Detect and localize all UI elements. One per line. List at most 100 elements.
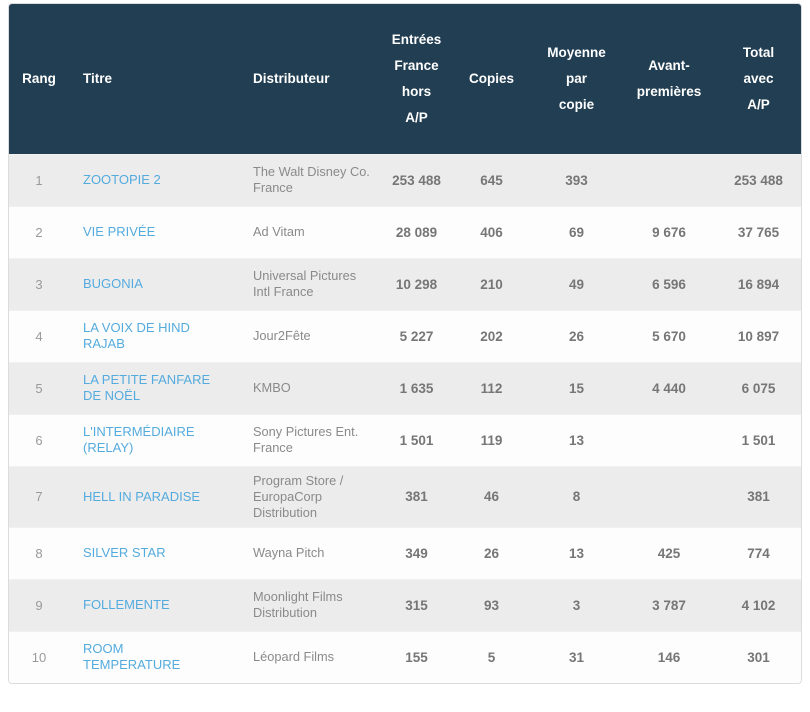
average-cell: 8 <box>529 465 624 527</box>
distributor-cell: Sony Pictures Ent. France <box>244 413 379 466</box>
film-title-link[interactable]: LA PETITE FANFARE DE NOËL <box>83 372 211 403</box>
distributor-cell: Ad Vitam <box>244 205 379 258</box>
film-title-link[interactable]: ROOM TEMPERATURE <box>83 641 181 673</box>
entries-cell: 10 298 <box>379 257 454 310</box>
column-header-entrees-hors-ap: Entrées France hors A/P <box>379 4 454 154</box>
average-cell: 3 <box>529 578 624 631</box>
copies-cell: 5 <box>454 630 529 683</box>
previews-cell: 6 596 <box>624 257 714 310</box>
average-cell: 31 <box>529 630 624 683</box>
total-cell: 4 102 <box>714 578 801 631</box>
entries-cell: 381 <box>379 465 454 527</box>
average-cell: 13 <box>529 413 624 466</box>
previews-cell: 4 440 <box>624 361 714 414</box>
entries-cell: 253 488 <box>379 153 454 206</box>
average-cell: 393 <box>529 153 624 206</box>
total-cell: 1 501 <box>714 413 801 466</box>
entries-cell: 155 <box>379 630 454 683</box>
film-title-link[interactable]: VIE PRIVÉE <box>83 224 156 239</box>
rank-cell: 5 <box>9 361 69 414</box>
distributor-cell: Universal Pictures Intl France <box>244 257 379 310</box>
total-cell: 253 488 <box>714 153 801 206</box>
entries-cell: 349 <box>379 526 454 579</box>
title-cell: HELL IN PARADISE <box>69 465 244 527</box>
title-cell: ZOOTOPIE 2 <box>69 153 244 206</box>
previews-cell: 9 676 <box>624 205 714 258</box>
film-title-link[interactable]: HELL IN PARADISE <box>83 488 201 504</box>
distributor-cell: The Walt Disney Co. France <box>244 153 379 206</box>
entries-cell: 1 501 <box>379 413 454 466</box>
previews-cell <box>624 153 714 206</box>
table-header: Rang Titre Distributeur Entrées France h… <box>9 4 801 154</box>
average-cell: 13 <box>529 526 624 579</box>
distributor-cell: Wayna Pitch <box>244 526 379 579</box>
film-title-link[interactable]: LA VOIX DE HIND RAJAB <box>83 320 190 351</box>
average-cell: 15 <box>529 361 624 414</box>
title-cell: VIE PRIVÉE <box>69 205 244 258</box>
column-header-distributeur: Distributeur <box>244 4 379 154</box>
table-row: 7 HELL IN PARADISE Program Store / EuropaC… <box>9 465 801 527</box>
copies-cell: 406 <box>454 205 529 258</box>
title-cell: LA VOIX DE HIND RAJAB <box>69 309 244 362</box>
film-title-link[interactable]: SILVER STAR <box>83 545 166 560</box>
distributor-cell: Moonlight Films Distribution <box>244 578 379 631</box>
rank-cell: 3 <box>9 257 69 310</box>
header-row: Rang Titre Distributeur Entrées France h… <box>9 4 801 154</box>
previews-cell: 5 670 <box>624 309 714 362</box>
rank-cell: 8 <box>9 526 69 579</box>
box-office-table: Rang Titre Distributeur Entrées France h… <box>9 4 801 683</box>
title-cell: SILVER STAR <box>69 526 244 579</box>
table-row: 1 ZOOTOPIE 2 The Walt Disney Co. France 253… <box>9 153 801 206</box>
column-header-rang: Rang <box>9 4 69 154</box>
copies-cell: 202 <box>454 309 529 362</box>
total-cell: 6 075 <box>714 361 801 414</box>
distributor-cell: Program Store / EuropaCorp Distribution <box>244 465 379 527</box>
average-cell: 49 <box>529 257 624 310</box>
title-cell: FOLLEMENTE <box>69 578 244 631</box>
previews-cell: 146 <box>624 630 714 683</box>
total-cell: 16 894 <box>714 257 801 310</box>
title-cell: LA PETITE FANFARE DE NOËL <box>69 361 244 414</box>
copies-cell: 119 <box>454 413 529 466</box>
copies-cell: 93 <box>454 578 529 631</box>
column-header-titre: Titre <box>69 4 244 154</box>
rank-cell: 7 <box>9 465 69 527</box>
distributor-cell: Léopard Films <box>244 630 379 683</box>
table-row: 5 LA PETITE FANFARE DE NOËL KMBO 1 635 112 15… <box>9 361 801 414</box>
title-cell: ROOM TEMPERATURE <box>69 630 244 683</box>
film-title-link[interactable]: ZOOTOPIE 2 <box>83 172 161 187</box>
table-body: 1 ZOOTOPIE 2 The Walt Disney Co. France 253… <box>9 153 801 683</box>
title-cell: BUGONIA <box>69 257 244 310</box>
copies-cell: 26 <box>454 526 529 579</box>
box-office-table-container: Rang Titre Distributeur Entrées France h… <box>8 3 802 684</box>
rank-cell: 2 <box>9 205 69 258</box>
distributor-cell: KMBO <box>244 361 379 414</box>
film-title-link[interactable]: FOLLEMENTE <box>83 597 170 612</box>
copies-cell: 112 <box>454 361 529 414</box>
table-row: 8 SILVER STAR Wayna Pitch 349 26 13 425 774 <box>9 526 801 579</box>
previews-cell: 425 <box>624 526 714 579</box>
column-header-total-avec-ap: Total avec A/P <box>714 4 801 154</box>
average-cell: 26 <box>529 309 624 362</box>
table-row: 3 BUGONIA Universal Pictures Intl France 10… <box>9 257 801 310</box>
table-row: 4 LA VOIX DE HIND RAJAB Jour2Fête 5 227 202 2… <box>9 309 801 362</box>
entries-cell: 28 089 <box>379 205 454 258</box>
column-header-copies: Copies <box>454 4 529 154</box>
copies-cell: 645 <box>454 153 529 206</box>
rank-cell: 4 <box>9 309 69 362</box>
total-cell: 10 897 <box>714 309 801 362</box>
previews-cell <box>624 465 714 527</box>
rank-cell: 1 <box>9 153 69 206</box>
column-header-avant-premieres: Avant- premières <box>624 4 714 154</box>
entries-cell: 1 635 <box>379 361 454 414</box>
film-title-link[interactable]: BUGONIA <box>83 276 143 291</box>
film-title-link[interactable]: L'INTERMÉDIAIRE (RELAY) <box>83 424 195 455</box>
title-cell: L'INTERMÉDIAIRE (RELAY) <box>69 413 244 466</box>
previews-cell: 3 787 <box>624 578 714 631</box>
entries-cell: 5 227 <box>379 309 454 362</box>
total-cell: 301 <box>714 630 801 683</box>
total-cell: 381 <box>714 465 801 527</box>
distributor-cell: Jour2Fête <box>244 309 379 362</box>
total-cell: 774 <box>714 526 801 579</box>
